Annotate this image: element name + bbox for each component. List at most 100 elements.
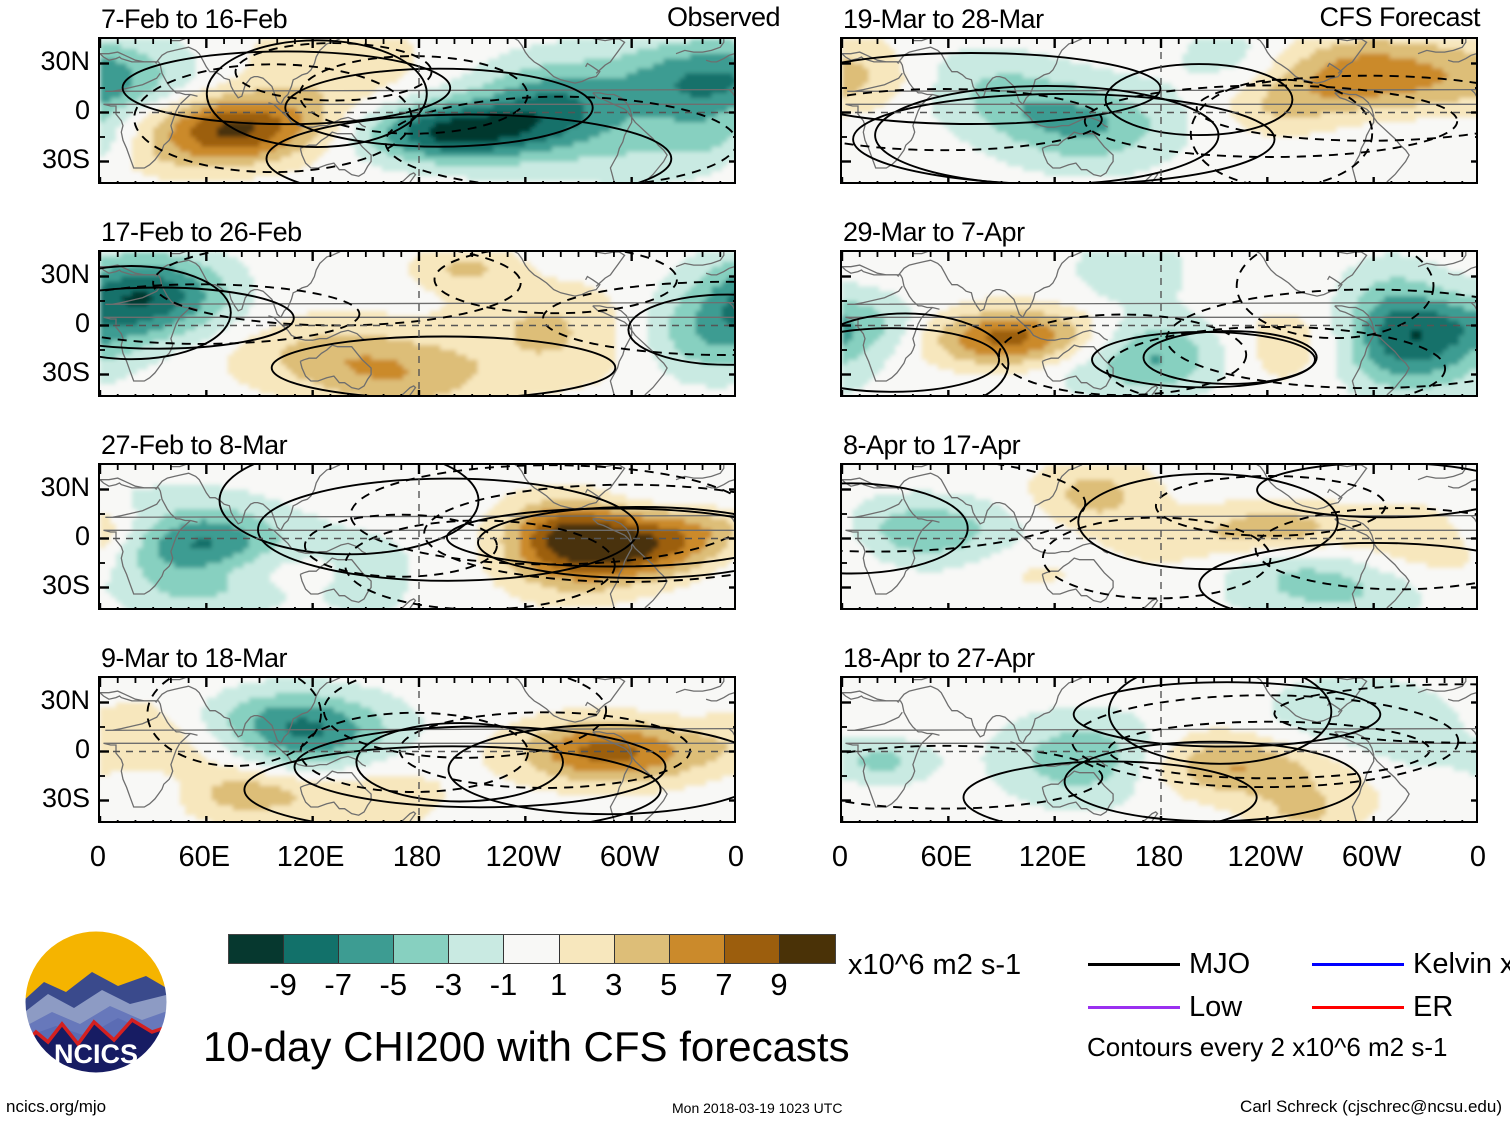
y-axis-label: 30S xyxy=(2,358,90,386)
colorbar-tick: 9 xyxy=(739,969,819,1000)
colorbar-cell xyxy=(394,935,450,963)
shaded-field xyxy=(100,39,734,182)
map-panel-cfs-4[interactable] xyxy=(840,676,1478,823)
x-axis-label: 60E xyxy=(886,843,1006,872)
x-axis-label: 0 xyxy=(780,843,900,872)
colorbar-tick: -9 xyxy=(243,969,323,1000)
legend-swatch-er xyxy=(1312,1006,1404,1009)
x-axis-label: 60W xyxy=(570,843,690,872)
footer-link[interactable]: ncics.org/mjo xyxy=(6,1098,106,1115)
coastlines xyxy=(842,678,1476,821)
footer-timestamp: Mon 2018-03-19 1023 UTC xyxy=(672,1100,842,1117)
legend-item-er: ER xyxy=(1312,993,1453,1022)
y-axis-label: 30S xyxy=(2,784,90,812)
contour-lines xyxy=(842,252,1476,395)
x-axis-label: 0 xyxy=(676,843,796,872)
legend-label-mjo: MJO xyxy=(1189,950,1250,979)
axis-ticks xyxy=(842,678,1476,821)
contour-lines xyxy=(218,465,734,608)
y-axis-label: 0 xyxy=(2,522,90,550)
axis-ticks xyxy=(100,678,734,821)
contour-lines xyxy=(842,52,1476,182)
colorbar-tick: -7 xyxy=(298,969,378,1000)
axis-ticks xyxy=(100,39,734,182)
legend-item-mjo: MJO xyxy=(1088,950,1250,979)
x-axis-label: 120E xyxy=(251,843,371,872)
colorbar-cell xyxy=(504,935,560,963)
x-axis-label: 0 xyxy=(38,843,158,872)
colorbar-cell xyxy=(449,935,505,963)
shaded-field xyxy=(100,252,734,395)
legend-item-low: Low xyxy=(1088,993,1242,1022)
coastlines xyxy=(100,39,734,182)
contour-lines xyxy=(100,252,734,395)
axis-ticks xyxy=(842,252,1476,395)
panel-title-cfs-3: 8-Apr to 17-Apr xyxy=(843,432,1021,459)
panel-title-obs-4: 9-Mar to 18-Mar xyxy=(101,645,288,672)
colorbar-cell xyxy=(339,935,395,963)
contour-lines xyxy=(121,39,734,182)
axis-ticks xyxy=(100,252,734,395)
shaded-field xyxy=(842,39,1476,182)
shaded-field xyxy=(842,252,1476,395)
map-canvas xyxy=(100,678,734,821)
colorbar-tick: 5 xyxy=(629,969,709,1000)
colorbar-tick: -5 xyxy=(353,969,433,1000)
map-panel-cfs-3[interactable] xyxy=(840,463,1478,610)
colorbar-tick: 7 xyxy=(684,969,764,1000)
column-header-observed: Observed xyxy=(420,4,781,31)
panel-title-obs-3: 27-Feb to 8-Mar xyxy=(101,432,288,459)
map-panel-cfs-2[interactable] xyxy=(840,250,1478,397)
x-axis-label: 60E xyxy=(144,843,264,872)
x-axis-label: 0 xyxy=(1418,843,1510,872)
shaded-field xyxy=(100,465,734,608)
coastlines xyxy=(842,252,1476,395)
colorbar-tick: -3 xyxy=(408,969,488,1000)
panel-title-cfs-1: 19-Mar to 28-Mar xyxy=(843,6,1044,33)
colorbar xyxy=(228,934,837,964)
x-axis-label: 60W xyxy=(1312,843,1432,872)
x-axis-label: 180 xyxy=(1099,843,1219,872)
map-canvas xyxy=(100,39,734,182)
ncics-logo: NCICS xyxy=(22,928,170,1076)
map-panel-obs-4[interactable] xyxy=(98,676,736,823)
legend-label-kelvin: Kelvin x2 xyxy=(1413,950,1510,979)
y-axis-label: 30N xyxy=(2,260,90,288)
colorbar-cell xyxy=(559,935,615,963)
colorbar-units-label: x10^6 m2 s-1 xyxy=(848,951,1021,980)
legend-swatch-kelvin xyxy=(1312,963,1404,966)
map-canvas xyxy=(100,465,734,608)
map-canvas xyxy=(842,252,1476,395)
y-axis-label: 0 xyxy=(2,735,90,763)
colorbar-tick: 3 xyxy=(574,969,654,1000)
map-panel-obs-3[interactable] xyxy=(98,463,736,610)
map-canvas xyxy=(842,678,1476,821)
legend-swatch-low xyxy=(1088,1006,1180,1009)
x-axis-label: 120E xyxy=(993,843,1113,872)
axis-ticks xyxy=(100,465,734,608)
colorbar-tick: -1 xyxy=(464,969,544,1000)
colorbar-cell xyxy=(229,935,285,963)
map-panel-obs-1[interactable] xyxy=(98,37,736,184)
x-axis-label: 120W xyxy=(1205,843,1325,872)
x-axis-label: 120W xyxy=(463,843,583,872)
legend-item-kelvin: Kelvin x2 xyxy=(1312,950,1510,979)
y-axis-label: 30N xyxy=(2,473,90,501)
map-panel-obs-2[interactable] xyxy=(98,250,736,397)
shaded-field xyxy=(100,678,734,821)
colorbar-cell xyxy=(614,935,670,963)
y-axis-label: 0 xyxy=(2,96,90,124)
map-panel-cfs-1[interactable] xyxy=(840,37,1478,184)
legend-swatch-mjo xyxy=(1088,963,1180,966)
y-axis-label: 30S xyxy=(2,145,90,173)
x-axis-label: 180 xyxy=(357,843,477,872)
ncics-logo-icon: NCICS xyxy=(24,930,168,1074)
map-canvas xyxy=(842,39,1476,182)
legend-label-er: ER xyxy=(1413,993,1453,1022)
contour-interval-note: Contours every 2 x10^6 m2 s-1 xyxy=(1087,1034,1447,1060)
colorbar-tick: 1 xyxy=(519,969,599,1000)
y-axis-label: 30S xyxy=(2,571,90,599)
map-canvas xyxy=(842,465,1476,608)
shaded-field xyxy=(842,678,1476,821)
coastlines xyxy=(100,252,734,395)
